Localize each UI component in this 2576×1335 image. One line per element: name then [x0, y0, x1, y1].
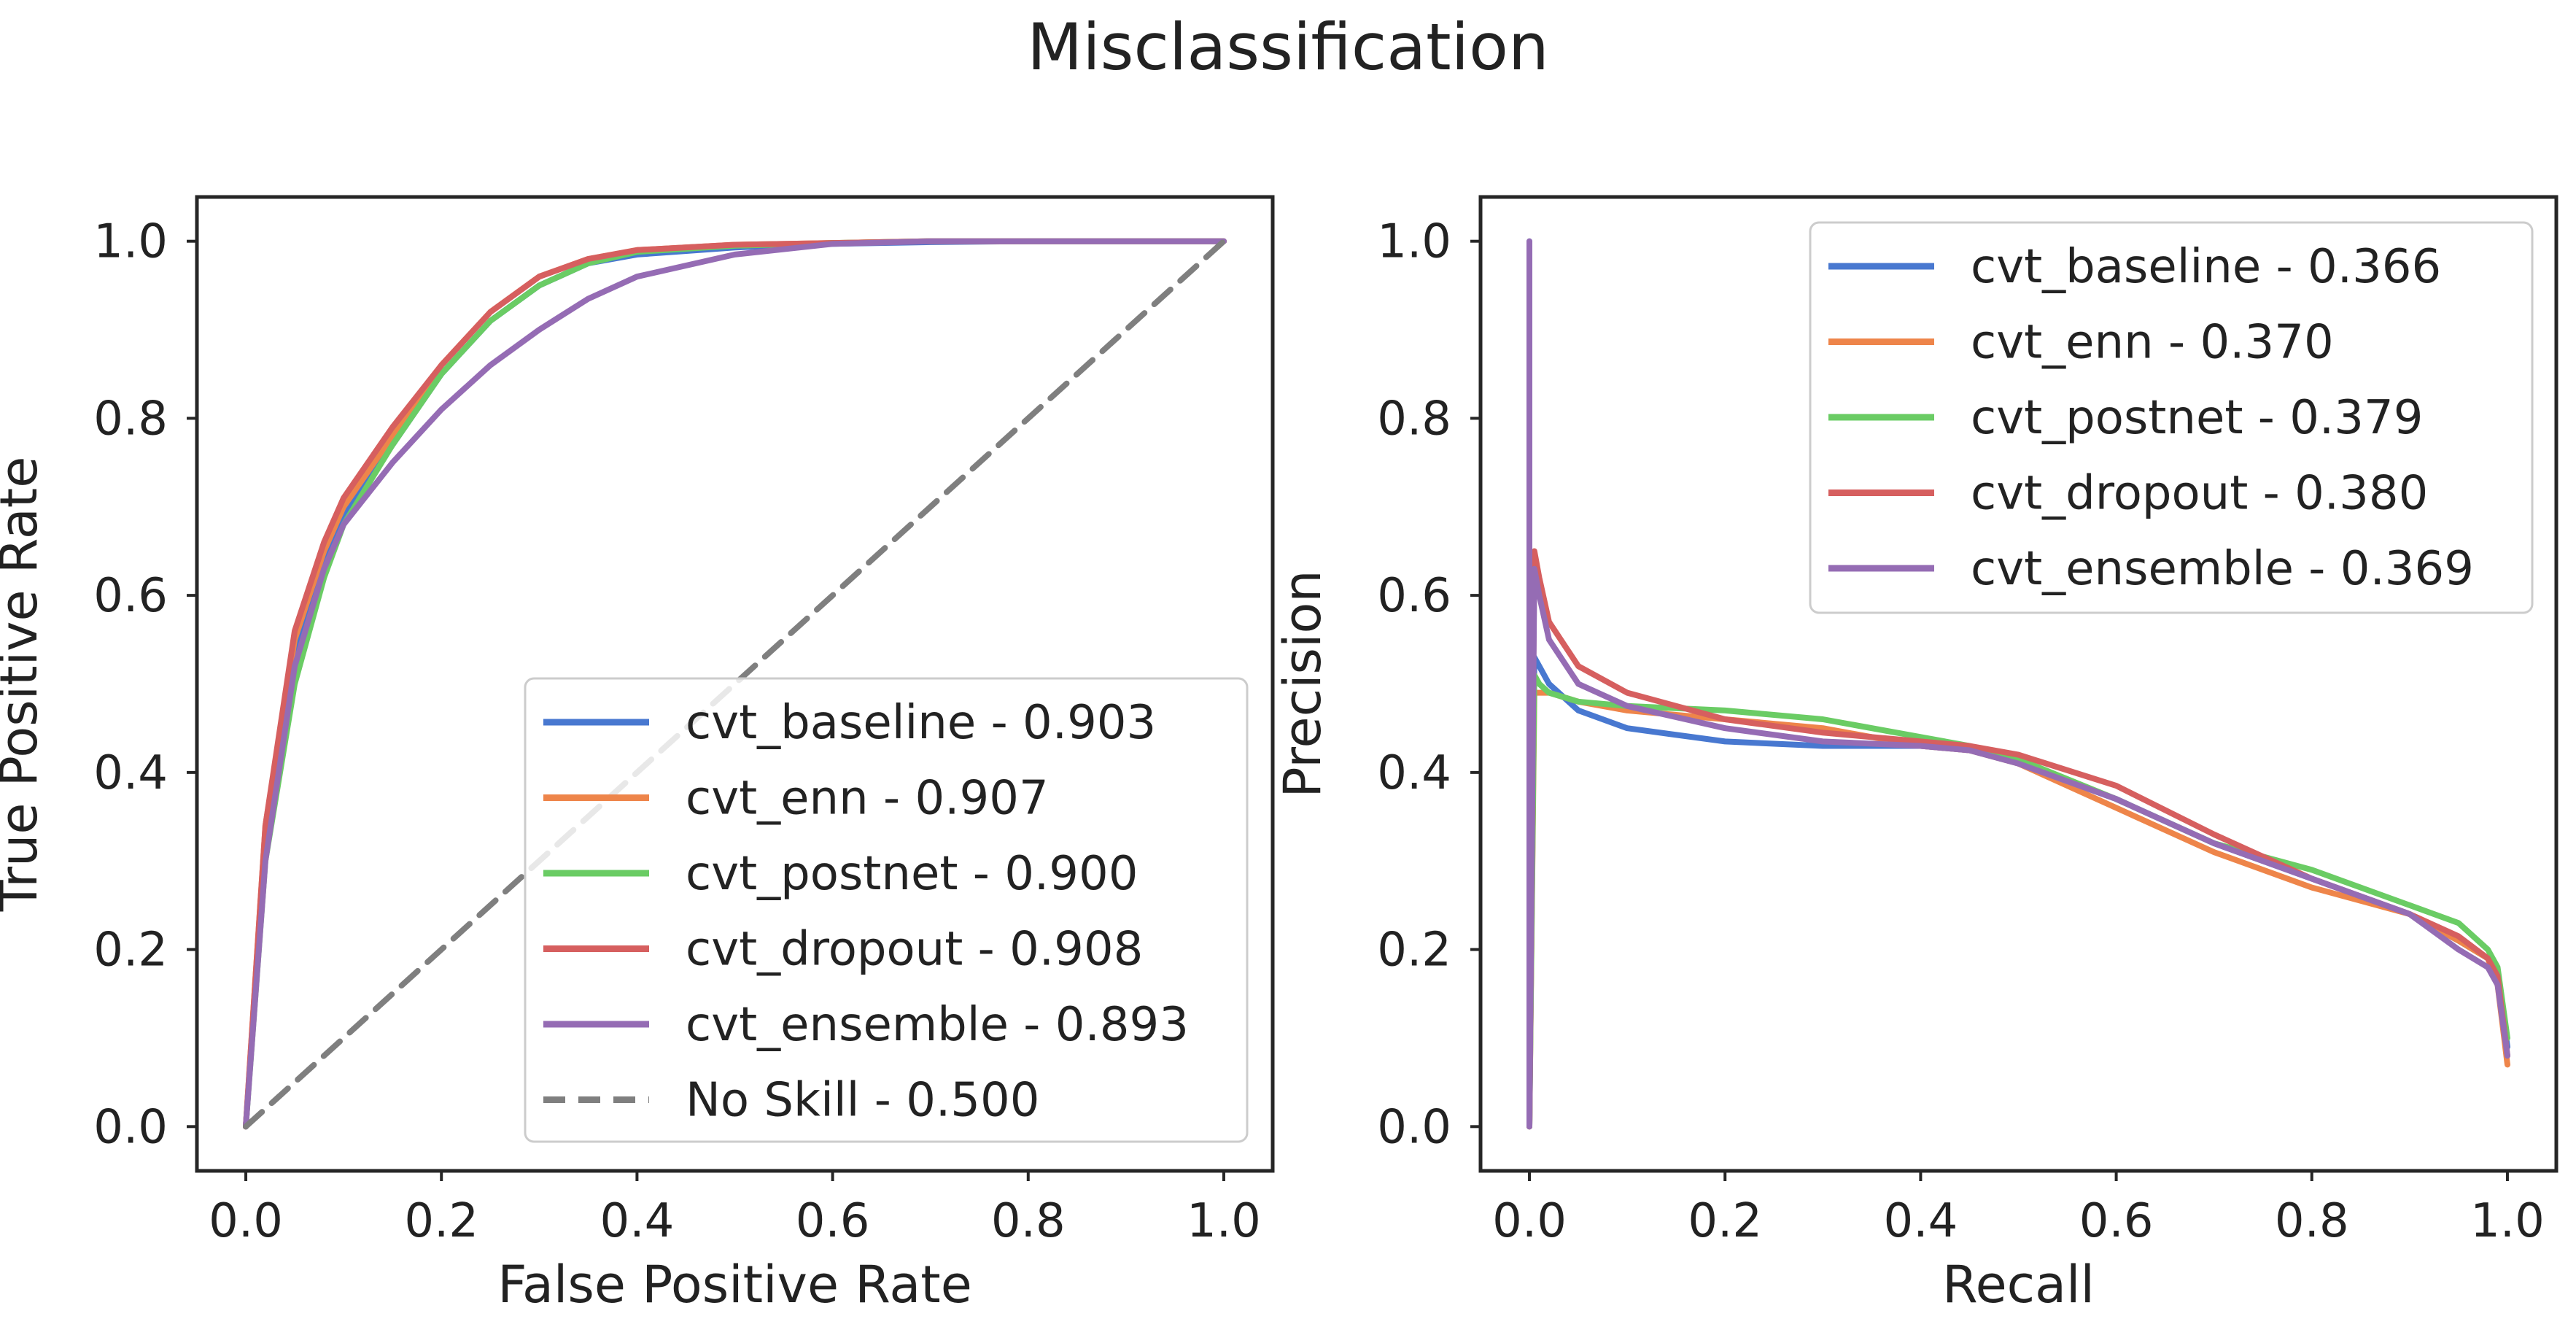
- roc-xtick-label-0: 0.0: [209, 1194, 283, 1248]
- pr-ytick-label-2: 0.4: [1377, 746, 1451, 800]
- pr-ytick-label-1: 0.2: [1377, 924, 1451, 978]
- roc-ytick-label-3: 0.6: [93, 569, 168, 623]
- roc-legend-label-5: No Skill - 0.500: [686, 1074, 1039, 1128]
- roc-panel: 0.0 0.2 0.4 0.6 0.8 1.0 0.0 0.2 0.4 0.6 0.8 1.0 Fals…: [0, 195, 1275, 1315]
- pr-legend-label-2: cvt_postnet - 0.379: [1971, 391, 2423, 445]
- pr-curves: [1526, 238, 2510, 1130]
- pr-panel: 0.0 0.2 0.4 0.6 0.8 1.0 0.0 0.2 0.4 0.6 0.8 1.0 Reca…: [1273, 195, 2558, 1315]
- figure-title: Misclassification: [1027, 9, 1548, 85]
- pr-ytick-label-3: 0.6: [1377, 569, 1451, 623]
- roc-xtick-label-2: 0.4: [600, 1194, 675, 1248]
- roc-ytick-label-4: 0.8: [93, 392, 168, 446]
- pr-legend-label-1: cvt_enn - 0.370: [1971, 316, 2334, 370]
- roc-xlabel: False Positive Rate: [497, 1255, 972, 1315]
- pr-legend: cvt_baseline - 0.366 cvt_enn - 0.370 cvt_p…: [1809, 221, 2534, 614]
- roc-legend-label-0: cvt_baseline - 0.903: [686, 696, 1156, 750]
- roc-legend-label-1: cvt_enn - 0.907: [686, 772, 1049, 826]
- pr-ytick-label-0: 0.0: [1377, 1100, 1451, 1154]
- pr-legend-box: [1809, 221, 2534, 614]
- pr-axes-frame: [1478, 195, 2558, 1173]
- roc-legend-box: [524, 677, 1249, 1143]
- pr-ytick-label-5: 1.0: [1377, 215, 1451, 269]
- pr-xtick-label-1: 0.2: [1688, 1194, 1762, 1248]
- roc-ylabel: True Positive Rate: [0, 457, 49, 913]
- roc-legend: cvt_baseline - 0.903 cvt_enn - 0.907 cvt_p…: [524, 677, 1249, 1143]
- roc-ytick-label-1: 0.2: [93, 924, 168, 978]
- roc-ytick-label-5: 1.0: [93, 215, 168, 269]
- pr-series-3: [1526, 548, 2510, 1130]
- roc-series-5: [243, 238, 1227, 1130]
- roc-curves: [243, 238, 1227, 1130]
- roc-xtick-label-4: 0.8: [991, 1194, 1066, 1248]
- roc-legend-label-3: cvt_dropout - 0.908: [686, 923, 1143, 977]
- pr-xlabel: Recall: [1942, 1255, 2095, 1315]
- pr-ylabel: Precision: [1273, 570, 1332, 797]
- roc-xtick-label-3: 0.6: [796, 1194, 870, 1248]
- pr-xtick-label-4: 0.8: [2275, 1194, 2349, 1248]
- roc-series-4: [243, 238, 1227, 1130]
- pr-legend-label-3: cvt_dropout - 0.380: [1971, 467, 2428, 521]
- pr-legend-label-0: cvt_baseline - 0.366: [1971, 240, 2441, 294]
- roc-ytick-label-2: 0.4: [93, 746, 168, 800]
- roc-xtick-label-1: 0.2: [404, 1194, 478, 1248]
- pr-xtick-label-2: 0.4: [1884, 1194, 1958, 1248]
- pr-xtick-label-5: 1.0: [2470, 1194, 2545, 1248]
- roc-axes-frame: [195, 195, 1275, 1173]
- pr-legend-label-4: cvt_ensemble - 0.369: [1971, 542, 2474, 596]
- roc-xtick-label-5: 1.0: [1187, 1194, 1261, 1248]
- pr-ytick-label-4: 0.8: [1377, 392, 1451, 446]
- pr-xtick-label-3: 0.6: [2079, 1194, 2154, 1248]
- pr-xtick-label-0: 0.0: [1492, 1194, 1567, 1248]
- roc-legend-label-2: cvt_postnet - 0.900: [686, 847, 1138, 901]
- roc-legend-label-4: cvt_ensemble - 0.893: [686, 998, 1189, 1052]
- roc-ytick-label-0: 0.0: [93, 1100, 168, 1154]
- pr-series-4: [1526, 238, 2510, 1130]
